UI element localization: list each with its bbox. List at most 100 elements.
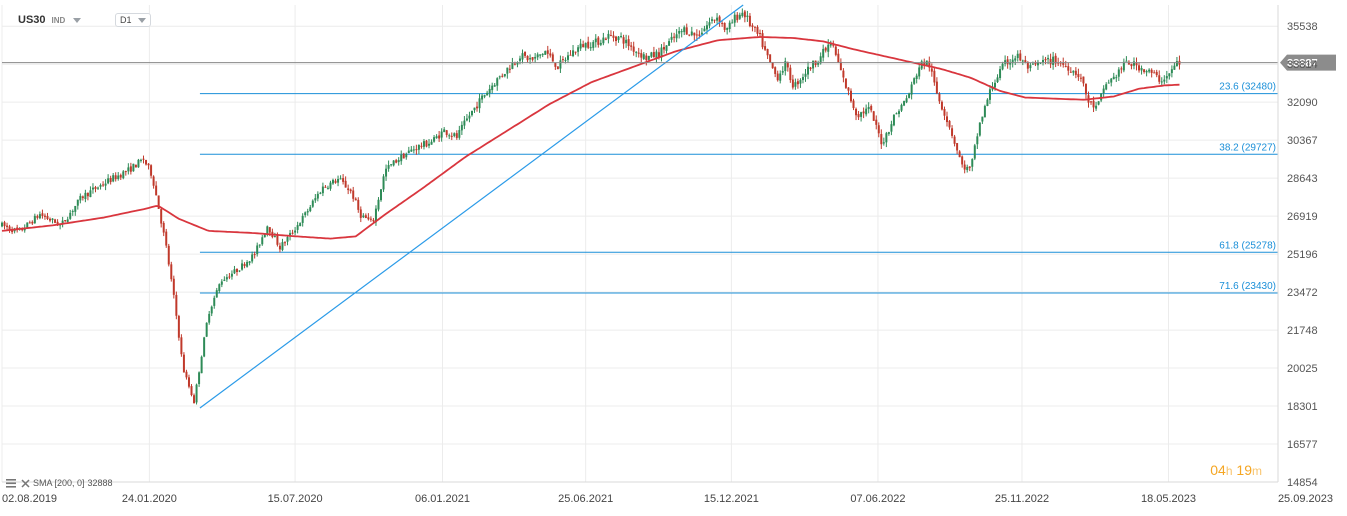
candle-body (804, 73, 807, 77)
candle-body (741, 12, 744, 16)
candle-body (491, 85, 494, 91)
candle-body (316, 193, 319, 199)
candle-body (935, 81, 938, 94)
candle-body (238, 270, 241, 272)
indicator-label: SMA [200, 0] (33, 478, 85, 488)
candle-body (134, 164, 137, 168)
candle-body (614, 36, 617, 42)
candle-body (448, 135, 451, 137)
candle-body (23, 228, 26, 231)
candle-body (857, 114, 860, 118)
candle-body (1004, 60, 1007, 64)
candle-body (220, 281, 223, 285)
y-tick-label: 35538 (1287, 21, 1318, 33)
candle-body (569, 54, 572, 56)
candle-body (564, 59, 567, 61)
symbol-label[interactable]: US30 (18, 14, 46, 26)
candle-body (680, 31, 683, 33)
candle-body (981, 116, 984, 122)
candle-body (579, 43, 582, 49)
candle-body (81, 196, 84, 199)
candle-body (1036, 61, 1039, 66)
candle-body (966, 166, 969, 171)
candle-body (160, 209, 163, 224)
y-tick-label: 30367 (1287, 135, 1318, 147)
candle-body (256, 245, 259, 255)
candle-body (971, 159, 974, 167)
countdown-minutes-unit: m (1252, 464, 1262, 478)
candle-body (918, 67, 921, 77)
candle-body (529, 58, 532, 60)
candle-body (56, 221, 59, 226)
candle-body (609, 35, 612, 37)
candle-body (933, 70, 936, 83)
candle-body (1125, 60, 1128, 62)
candle-body (193, 395, 196, 404)
candle-body (435, 136, 438, 139)
candle-body (534, 56, 537, 59)
candle-body (1011, 59, 1014, 64)
candle-body (976, 136, 979, 145)
candle-body (1117, 69, 1120, 77)
candle-body (109, 177, 112, 183)
candle-body (1079, 77, 1082, 79)
candle-body (892, 114, 895, 126)
indicator-legend[interactable]: SMA [200, 0] 32888 (6, 478, 113, 488)
candle-body (897, 111, 900, 114)
timeframe-select[interactable]: D1 (115, 13, 151, 27)
candle-body (592, 41, 595, 48)
candle-body (1042, 59, 1045, 63)
candle-body (129, 166, 132, 172)
candle-body (718, 16, 721, 23)
candle-body (973, 145, 976, 159)
y-tick-label: 18301 (1287, 401, 1318, 413)
candle-body (1135, 62, 1138, 66)
sma-line (1, 36, 1180, 240)
y-tick-label: 32090 (1287, 97, 1318, 109)
candle-body (839, 62, 842, 71)
candle-body (566, 55, 569, 60)
candle-body (324, 186, 327, 188)
candle-body (1047, 57, 1050, 60)
candle-body (1168, 73, 1171, 77)
candle-body (852, 100, 855, 109)
candle-body (476, 106, 479, 109)
candle-body (882, 142, 885, 144)
current-price-tag (1280, 54, 1336, 71)
y-tick-label: 25196 (1287, 249, 1318, 261)
candle-body (235, 268, 238, 272)
candle-body (185, 371, 188, 378)
candle-body (559, 60, 562, 69)
candle-body (885, 133, 888, 143)
close-icon[interactable] (21, 478, 30, 488)
candle-body (347, 188, 350, 191)
candle-body (539, 54, 542, 56)
y-tick-label: 28643 (1287, 173, 1318, 185)
candle-body (670, 36, 673, 40)
candle-body (779, 73, 782, 81)
candle-body (455, 133, 458, 138)
candle-body (620, 36, 623, 38)
fib-level-label: 61.8 (25278) (1219, 240, 1276, 251)
candle-body (208, 313, 211, 323)
candle-body (940, 101, 943, 110)
y-tick-label: 20025 (1287, 363, 1318, 375)
candle-body (1024, 60, 1027, 63)
candle-body (428, 143, 431, 146)
candle-body (1155, 71, 1158, 76)
menu-icon[interactable] (6, 478, 18, 488)
y-tick-label: 14854 (1287, 477, 1318, 489)
candle-body (900, 104, 903, 111)
candle-body (362, 215, 365, 218)
candle-body (1052, 56, 1055, 65)
candle-body (1062, 62, 1065, 65)
candle-body (440, 131, 443, 138)
candle-body (963, 164, 966, 170)
candle-body (1150, 69, 1153, 73)
candle-body (948, 120, 951, 128)
candle-body (915, 75, 918, 79)
candle-body (660, 47, 663, 58)
candle-body (516, 62, 519, 65)
chevron-down-icon[interactable] (73, 17, 82, 23)
